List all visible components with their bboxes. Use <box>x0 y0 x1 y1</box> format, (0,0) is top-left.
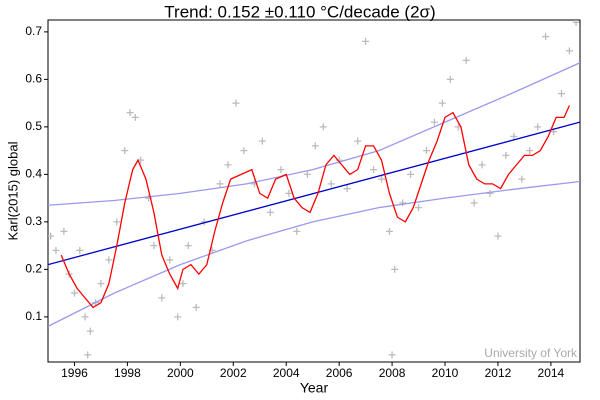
x-tick-label: 2014 <box>538 366 565 380</box>
data-point <box>494 232 502 240</box>
y-tick-label: 0.5 <box>25 119 42 133</box>
data-point <box>470 199 478 207</box>
data-point <box>362 37 370 45</box>
series-line <box>48 62 580 206</box>
y-axis-label: Karl(2015) global <box>5 141 20 240</box>
data-point <box>388 351 396 359</box>
data-point <box>510 132 518 140</box>
data-point <box>266 208 274 216</box>
data-point <box>48 232 55 240</box>
data-point <box>430 118 438 126</box>
data-point <box>224 161 232 169</box>
data-point <box>277 166 285 174</box>
data-point <box>60 227 68 235</box>
data-point <box>105 256 113 264</box>
data-point <box>258 137 266 145</box>
data-point <box>534 123 542 131</box>
data-point <box>462 56 470 64</box>
x-tick-label: 1996 <box>61 366 88 380</box>
x-tick-label: 2012 <box>485 366 512 380</box>
y-tick-label: 0.3 <box>25 214 42 228</box>
data-point <box>192 303 200 311</box>
data-point <box>179 280 187 288</box>
data-point <box>113 218 121 226</box>
data-point <box>422 147 430 155</box>
chart-title: Trend: 0.152 ±0.110 °C/decade (2σ) <box>164 2 435 21</box>
data-point <box>391 265 399 273</box>
data-point <box>174 313 182 321</box>
plot-frame <box>47 19 581 363</box>
data-point <box>502 151 510 159</box>
data-point <box>399 199 407 207</box>
data-point <box>311 142 319 150</box>
x-tick-label: 2004 <box>273 366 300 380</box>
data-point <box>216 180 224 188</box>
data-point <box>327 180 335 188</box>
x-tick-label: 2002 <box>220 366 247 380</box>
data-point <box>572 20 580 26</box>
x-tick-label: 2000 <box>167 366 194 380</box>
data-point <box>285 189 293 197</box>
y-tick-label: 0.7 <box>25 24 42 38</box>
data-point <box>131 113 139 121</box>
data-point <box>293 227 301 235</box>
data-point <box>518 175 526 183</box>
data-point <box>542 33 550 41</box>
data-point <box>385 227 393 235</box>
x-axis-label: Year <box>300 380 329 396</box>
data-point <box>126 109 134 117</box>
data-point <box>150 242 158 250</box>
x-tick-label: 2006 <box>326 366 353 380</box>
y-tick-label: 0.2 <box>25 262 42 276</box>
x-tick-label: 2008 <box>379 366 406 380</box>
data-point <box>478 161 486 169</box>
data-point <box>184 242 192 250</box>
data-point <box>343 185 351 193</box>
data-point <box>232 99 240 107</box>
data-point <box>52 246 60 254</box>
y-tick-label: 0.6 <box>25 72 42 86</box>
data-point <box>76 246 84 254</box>
data-point <box>526 147 534 155</box>
data-point <box>370 166 378 174</box>
watermark: University of York <box>484 346 578 360</box>
data-point <box>377 175 385 183</box>
data-point <box>565 47 573 55</box>
series-line <box>48 121 580 266</box>
data-point <box>407 170 415 178</box>
data-point <box>486 189 494 197</box>
data-point <box>438 99 446 107</box>
x-tick-label: 1998 <box>114 366 141 380</box>
series-line <box>48 180 580 327</box>
data-point <box>446 75 454 83</box>
y-tick-label: 0.4 <box>25 167 42 181</box>
series-line <box>60 105 571 309</box>
data-point <box>70 289 78 297</box>
data-point <box>158 294 166 302</box>
data-point <box>240 147 248 155</box>
data-point <box>557 90 565 98</box>
data-point <box>84 351 92 359</box>
data-point <box>81 313 89 321</box>
data-point <box>303 170 311 178</box>
data-point <box>121 147 129 155</box>
x-tick-label: 2010 <box>432 366 459 380</box>
data-point <box>319 123 327 131</box>
data-point <box>97 280 105 288</box>
y-tick-label: 0.1 <box>25 309 42 323</box>
data-point <box>415 204 423 212</box>
data-point <box>354 137 362 145</box>
data-point <box>166 256 174 264</box>
data-point <box>86 327 94 335</box>
